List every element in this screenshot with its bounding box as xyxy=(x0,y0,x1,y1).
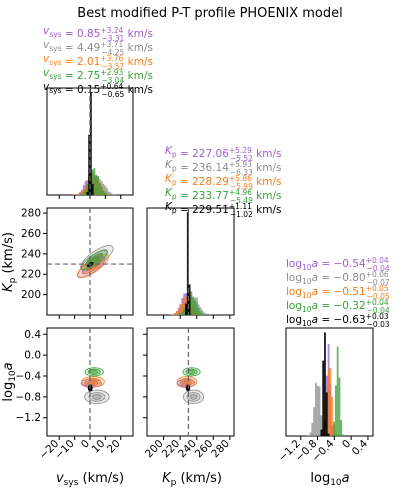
axis-label: Kp (km/s) xyxy=(162,471,222,488)
axis-label: Kp (km/s) xyxy=(1,232,18,292)
y-tick-label: 200 xyxy=(21,289,41,301)
x-tick-label: 20 xyxy=(105,438,123,456)
x-tick-label: 280 xyxy=(209,438,232,461)
annotation-loga-orange: log10a = −0.51+0.05 −0.05 xyxy=(286,284,390,301)
annotation-kp-purple: Kp = 227.06+5.29 −5.52 km/s xyxy=(165,145,282,163)
y-tick-label: 0.0 xyxy=(24,350,41,362)
contour-gray-2 xyxy=(88,392,106,402)
y-tick-label: 0.4 xyxy=(24,329,41,341)
y-tick-label: 280 xyxy=(21,208,41,220)
annotation-vsys-purple: vsys = 0.85+3.24 −3.31 km/s xyxy=(43,25,153,43)
hist-orange-loga xyxy=(286,367,373,436)
y-tick-label: 260 xyxy=(21,228,41,240)
posterior-annotations: vsys = 0.85+3.24 −3.31 km/s Kp = 227.06+5.… xyxy=(43,25,390,329)
hist-black-vsys xyxy=(47,92,133,195)
annotation-vsys-black: vsys = 0.15+0.64 −0.65 km/s xyxy=(43,81,153,99)
annotation-loga-purple: log10a = −0.54+0.04 −0.04 xyxy=(286,256,390,273)
y-tick-label: −0.8 xyxy=(16,391,42,403)
contour-gray-3 xyxy=(189,394,198,400)
annotation-kp-green: Kp = 233.77+4.96 −5.49 km/s xyxy=(165,187,282,205)
hist-black-kp xyxy=(147,212,234,315)
contour-orange-3 xyxy=(183,379,191,385)
annotation-vsys-orange: vsys = 2.01+3.76 −3.57 km/s xyxy=(43,53,153,71)
contour-green-3 xyxy=(188,369,196,374)
contour-orange-2 xyxy=(85,377,101,386)
panel-frame xyxy=(146,327,235,437)
annotation-kp-orange: Kp = 228.29+5.86 −5.99 km/s xyxy=(165,173,282,191)
contour-orange-3 xyxy=(88,379,98,385)
contour-green-3 xyxy=(90,369,98,374)
y-tick-label: 240 xyxy=(21,248,41,260)
contour-gray-3 xyxy=(92,394,102,400)
annotation-loga-green: log10a = −0.32+0.04 −0.04 xyxy=(286,298,390,315)
axis-label: vsys (km/s) xyxy=(56,471,124,488)
y-tick-label: −1.2 xyxy=(16,412,42,424)
hist-panel-kp xyxy=(146,207,235,316)
panel-loga-vs-kp xyxy=(146,327,235,437)
annotation-vsys-green: vsys = 2.75+2.93 −3.04 km/s xyxy=(43,67,153,85)
annotation-loga-gray: log10a = −0.80+0.06 −0.07 xyxy=(286,270,390,287)
annotation-vsys-gray: vsys = 4.49+3.71 −4.25 km/s xyxy=(43,39,153,57)
annotation-kp-black: Kp = 229.51+1.11 −1.02 km/s xyxy=(165,201,282,219)
annotation-kp-gray: Kp = 236.14+5.93 −6.33 km/s xyxy=(165,159,282,177)
y-tick-label: −0.4 xyxy=(16,371,42,383)
axis-label: log10a xyxy=(1,362,18,401)
hist-panel-loga xyxy=(285,327,374,437)
panel-kp-vs-vsys xyxy=(46,207,134,316)
annotation-loga-black: log10a = −0.63+0.03 −0.03 xyxy=(286,312,390,329)
panel-loga-vs-vsys xyxy=(46,327,134,437)
x-tick-label: 0.4 xyxy=(350,437,371,458)
axis-label: log10a xyxy=(310,471,349,488)
contour-gray-2 xyxy=(186,392,201,402)
hist-panel-vsys xyxy=(46,87,134,196)
contour-gray-1 xyxy=(84,389,110,405)
chart-title: Best modified P-T profile PHOENIX model xyxy=(77,6,342,21)
contour-green-2 xyxy=(87,368,101,375)
y-tick-label: 220 xyxy=(21,269,41,281)
